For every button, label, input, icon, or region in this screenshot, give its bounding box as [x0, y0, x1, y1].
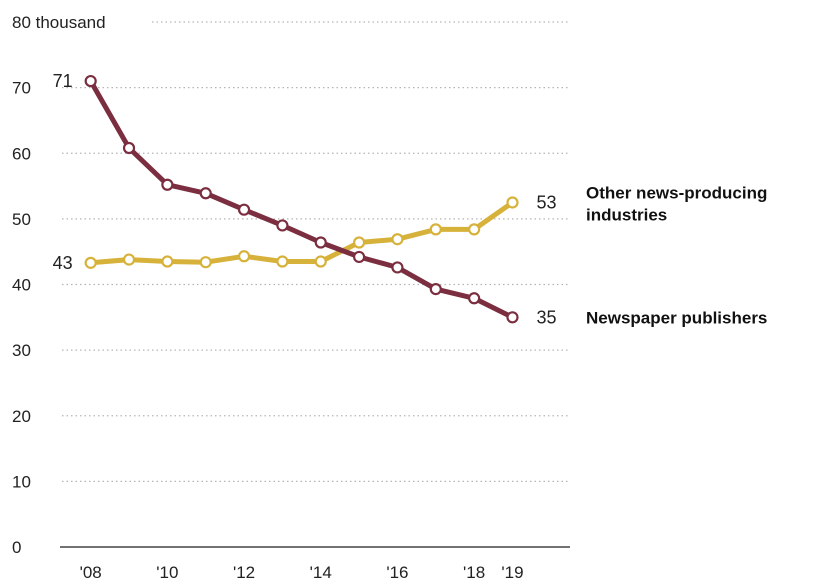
gridlines: [60, 21, 570, 548]
y-tick-label: 0: [12, 538, 21, 557]
data-point: [506, 311, 519, 324]
data-point: [468, 292, 481, 305]
data-point: [84, 74, 97, 88]
data-point: [468, 223, 481, 236]
end-value-label: 35: [536, 307, 556, 327]
y-tick-label: 40: [12, 276, 31, 295]
x-tick-label: '16: [386, 563, 408, 580]
y-tick-label: 60: [12, 144, 31, 163]
data-point: [314, 236, 327, 249]
data-point: [314, 255, 327, 268]
y-tick-label: 20: [12, 407, 31, 426]
series-lines: [84, 74, 519, 324]
data-point: [237, 250, 251, 263]
y-axis-ticks: 0 10 20 30 40 50 60 70 80 thousand: [12, 13, 106, 557]
data-point: [276, 219, 289, 232]
data-point: [506, 196, 519, 209]
data-point: [391, 261, 404, 274]
end-value-label: 53: [536, 192, 556, 212]
series-labels: 71 35 Newspaper publishers 43 53 Other news-p…: [53, 71, 768, 327]
x-tick-label: '08: [80, 563, 102, 580]
data-point: [122, 141, 136, 155]
y-tick-label: 70: [12, 79, 31, 98]
data-point: [122, 253, 136, 266]
data-point: [352, 250, 366, 264]
data-point: [276, 255, 289, 268]
series-name-label: Newspaper publishers: [586, 308, 767, 327]
x-tick-label: '12: [233, 563, 255, 580]
y-tick-label: 10: [12, 472, 31, 491]
x-tick-label: '18: [463, 563, 485, 580]
y-tick-label: 30: [12, 341, 31, 360]
series-name-label: industries: [586, 205, 667, 224]
start-value-label: 71: [53, 71, 73, 91]
data-point: [199, 256, 212, 269]
data-point: [352, 236, 366, 249]
series-name-label: Other news-producing: [586, 183, 767, 202]
start-value-label: 43: [53, 253, 73, 273]
series-line: [88, 200, 515, 266]
data-point: [429, 282, 442, 296]
y-tick-label: 50: [12, 210, 31, 229]
data-point: [237, 203, 251, 216]
y-axis-top-label: 80 thousand: [12, 13, 106, 32]
data-point: [161, 178, 174, 191]
x-axis-ticks: '08 '10 '12 '14 '16 '18 '19: [80, 563, 524, 580]
x-tick-label: '14: [310, 563, 332, 580]
data-point: [391, 233, 404, 246]
data-point: [161, 255, 174, 268]
data-point: [429, 223, 442, 236]
x-tick-label: '10: [156, 563, 178, 580]
series-line: [88, 78, 515, 320]
x-tick-label: '19: [501, 563, 523, 580]
data-point: [84, 256, 97, 269]
data-point: [199, 187, 212, 200]
